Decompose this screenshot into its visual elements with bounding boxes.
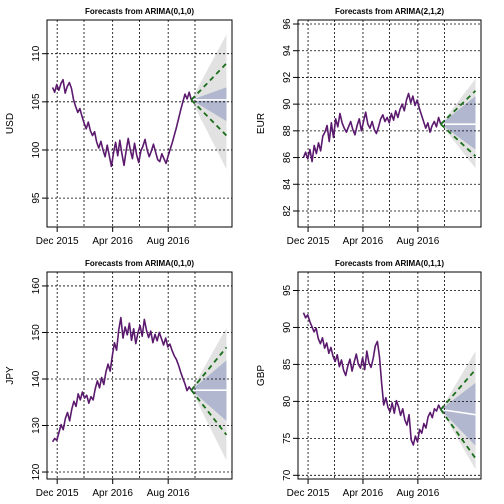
chart-panel-usd: 95 100 105 110 Dec 2015 Apr 2016 Aug 2016 Forec… <box>5 7 233 247</box>
forecast-lower-dashed <box>440 408 477 459</box>
y-axis-label: EUR <box>256 113 267 134</box>
series-line-jpy <box>51 316 192 443</box>
y-tick-label: 80 <box>282 395 293 407</box>
y-tick-label: 140 <box>31 370 42 387</box>
x-tick-label: Apr 2016 <box>343 488 384 499</box>
chart-title: Forecasts from ARIMA(0,1,1) <box>335 259 444 268</box>
y-tick-label: 95 <box>31 192 42 204</box>
chart-panel-gbp: 70 75 80 85 90 95 Dec 2015 Apr 2016 Aug 2016 Fore… <box>256 259 482 499</box>
y-axis-label: JPY <box>5 366 16 385</box>
x-tick-label: Aug 2016 <box>396 488 439 499</box>
chart-title: Forecasts from ARIMA(0,1,0) <box>85 7 194 16</box>
y-tick-label: 105 <box>31 93 42 110</box>
y-tick-label: 90 <box>282 321 293 333</box>
forecast-upper-dashed <box>190 346 228 391</box>
y-tick-label: 150 <box>31 324 42 341</box>
y-tick-label: 84 <box>282 178 293 190</box>
y-tick-label: 110 <box>31 45 42 61</box>
y-tick-label: 86 <box>282 152 293 164</box>
x-tick-label: Aug 2016 <box>147 488 190 499</box>
y-tick-label: 88 <box>282 125 293 137</box>
forecast-band-80 <box>440 382 476 446</box>
y-axis-label: GBP <box>256 365 267 386</box>
y-tick-label: 94 <box>282 45 293 57</box>
series-line-usd <box>51 78 193 168</box>
forecast-lower-dashed <box>190 389 228 436</box>
y-tick-label: 82 <box>282 205 293 217</box>
forecast-lower-dashed <box>440 123 477 157</box>
y-tick-label: 70 <box>282 469 293 481</box>
y-tick-label: 92 <box>282 71 293 83</box>
series-line-eur <box>302 92 442 163</box>
chart-panel-jpy: 120 130 140 150 160 Dec 2015 Apr 2016 Aug 2016 F… <box>5 259 233 499</box>
y-tick-label: 96 <box>282 18 293 30</box>
x-tick-label: Dec 2015 <box>287 488 330 499</box>
x-tick-label: Apr 2016 <box>343 236 384 247</box>
series-line-gbp <box>302 312 442 446</box>
y-tick-label: 75 <box>282 432 293 444</box>
y-tick-label: 160 <box>31 277 42 294</box>
y-tick-label: 85 <box>282 358 293 370</box>
plot-frame <box>297 271 482 480</box>
plot-frame <box>46 19 233 228</box>
plot-frame <box>297 19 482 228</box>
forecast-band-80 <box>191 87 227 122</box>
plot-frame <box>46 271 233 480</box>
y-tick-label: 95 <box>282 284 293 296</box>
y-tick-label: 100 <box>31 141 42 158</box>
forecast-upper-dashed <box>440 90 477 125</box>
x-tick-label: Apr 2016 <box>92 236 133 247</box>
y-axis-label: USD <box>5 113 16 134</box>
x-tick-label: Aug 2016 <box>147 236 190 247</box>
y-tick-label: 130 <box>31 417 42 434</box>
x-tick-label: Dec 2015 <box>36 488 79 499</box>
chart-panel-eur: 82 84 86 88 90 92 94 96 Dec 2015 Apr 2016 Aug 2016… <box>256 7 482 247</box>
forecast-mean-line <box>440 408 476 416</box>
x-tick-label: Apr 2016 <box>92 488 133 499</box>
y-tick-label: 90 <box>282 98 293 110</box>
x-tick-label: Dec 2015 <box>287 236 330 247</box>
chart-title: Forecasts from ARIMA(0,1,0) <box>85 259 194 268</box>
y-tick-label: 120 <box>31 463 42 480</box>
forecast-band-80 <box>440 96 476 150</box>
x-tick-label: Dec 2015 <box>36 236 79 247</box>
chart-title: Forecasts from ARIMA(2,1,2) <box>335 7 444 16</box>
x-tick-label: Aug 2016 <box>396 236 439 247</box>
